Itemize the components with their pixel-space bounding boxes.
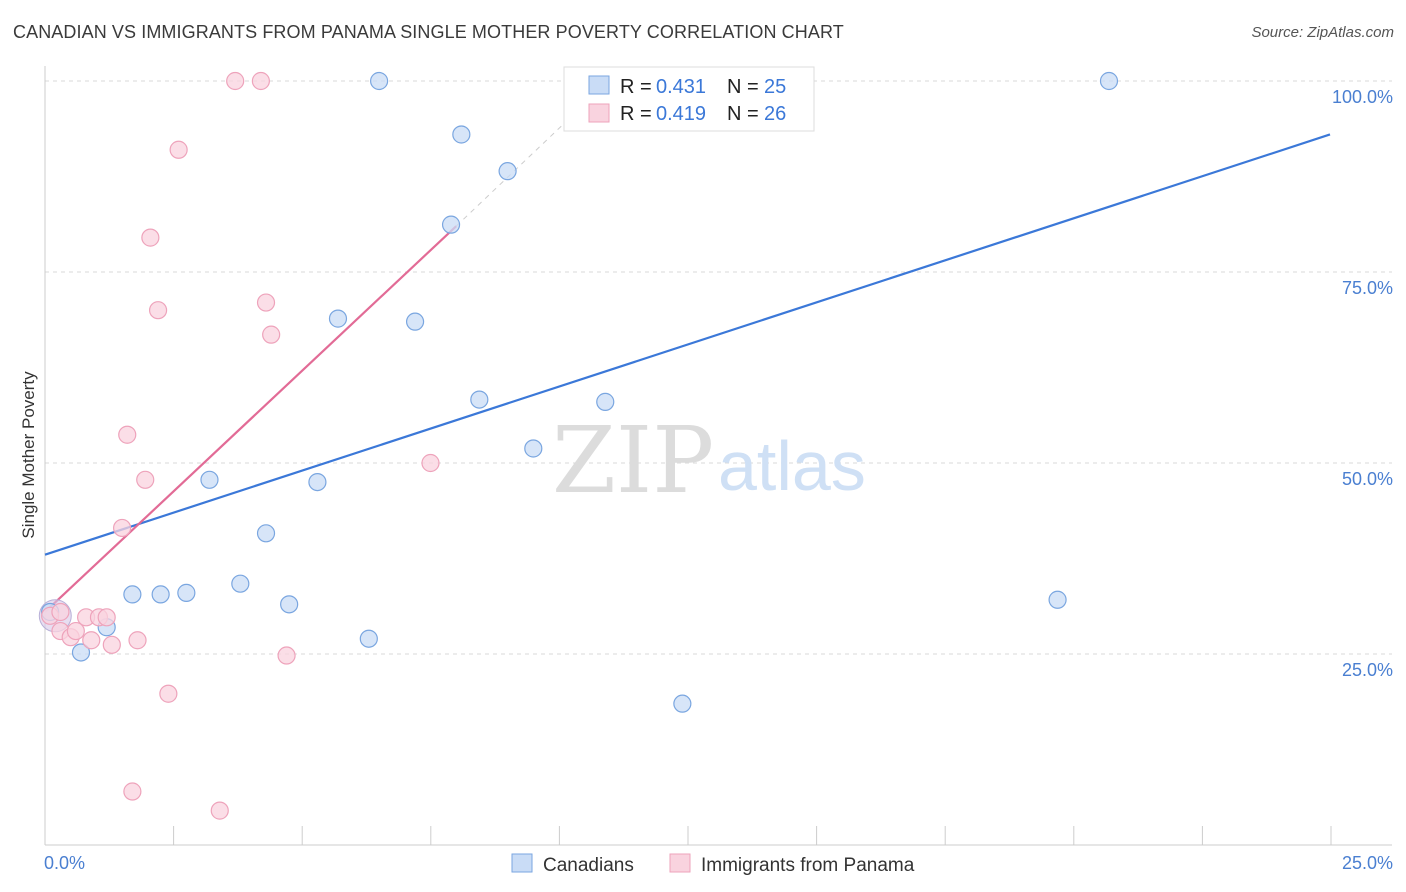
point-canadians <box>1048 590 1067 609</box>
source-credit: Source: ZipAtlas.com <box>1251 24 1394 41</box>
y-tick-label: 75.0% <box>1342 278 1393 298</box>
point-panama <box>123 782 142 801</box>
point-canadians <box>596 392 615 411</box>
legend-swatch-panama <box>588 103 610 123</box>
point-canadians <box>359 629 378 648</box>
point-panama <box>51 602 70 622</box>
watermark: ZIP atlas <box>552 407 866 514</box>
point-panama <box>421 453 440 473</box>
grid-lines <box>45 80 1392 655</box>
point-canadians <box>370 71 389 91</box>
point-canadians <box>498 162 517 181</box>
x-tick-label: 0.0% <box>44 853 85 873</box>
point-canadians <box>308 473 327 492</box>
trend-line-0 <box>44 133 1331 556</box>
point-canadians <box>524 439 543 458</box>
legend-n-value-2: 26 <box>764 103 786 125</box>
point-panama <box>210 801 229 820</box>
top-legend: R = 0.431 N = 25 R = 0.419 N = 26 <box>563 66 815 132</box>
point-canadians <box>177 583 196 602</box>
point-panama <box>226 71 245 91</box>
point-canadians <box>200 470 219 489</box>
y-axis-label: Single Mother Poverty <box>19 371 38 539</box>
point-panama <box>256 293 276 312</box>
bottom-swatch-canadians <box>511 853 533 873</box>
watermark-atlas: atlas <box>718 427 866 505</box>
legend-r-value-2: 0.419 <box>656 103 706 125</box>
legend-swatch-canadians <box>588 75 610 95</box>
legend-r-label-2: R = <box>620 103 652 125</box>
x-tick-labels: 0.0% 25.0% <box>44 853 1393 873</box>
point-canadians <box>405 312 425 331</box>
bottom-swatch-panama <box>669 853 691 873</box>
point-panama <box>118 425 137 444</box>
point-canadians <box>123 585 142 604</box>
point-canadians <box>231 574 250 593</box>
point-panama <box>128 631 147 650</box>
bottom-legend-panama: Immigrants from Panama <box>701 855 915 876</box>
y-tick-labels: 25.0% 50.0% 75.0% 100.0% <box>1332 87 1393 680</box>
data-points <box>38 71 1119 820</box>
point-panama <box>262 325 281 344</box>
legend-r-label-1: R = <box>620 76 652 98</box>
point-canadians <box>151 585 170 604</box>
y-tick-label: 100.0% <box>1332 87 1393 107</box>
point-canadians <box>280 595 299 614</box>
trend-lines <box>44 103 1331 613</box>
point-canadians <box>1099 71 1119 91</box>
y-tick-label: 50.0% <box>1342 469 1393 489</box>
point-canadians <box>328 309 348 328</box>
legend-n-value-1: 25 <box>764 76 786 98</box>
point-panama <box>169 140 188 159</box>
legend-n-label-2: N = <box>727 103 759 125</box>
point-panama <box>97 608 116 627</box>
point-panama <box>136 470 155 489</box>
point-panama <box>251 71 270 91</box>
point-panama <box>141 228 160 247</box>
y-tick-label: 25.0% <box>1342 660 1393 680</box>
legend-r-value-1: 0.431 <box>656 76 706 98</box>
point-panama <box>277 646 296 665</box>
point-canadians <box>452 125 471 144</box>
point-canadians <box>441 215 461 234</box>
point-panama <box>159 684 178 703</box>
bottom-legend: Canadians Immigrants from Panama <box>511 853 915 876</box>
x-tick-label: 25.0% <box>1342 853 1393 873</box>
legend-n-label-1: N = <box>727 76 759 98</box>
point-canadians <box>71 643 91 662</box>
point-canadians <box>673 694 692 713</box>
axes <box>44 66 1392 846</box>
watermark-zip: ZIP <box>552 407 714 514</box>
point-panama <box>66 621 85 641</box>
point-panama <box>102 635 121 654</box>
point-panama <box>112 518 132 538</box>
point-panama <box>148 301 168 320</box>
point-canadians <box>256 524 276 543</box>
chart-title: CANADIAN VS IMMIGRANTS FROM PANAMA SINGL… <box>13 22 844 42</box>
trend-line-1 <box>44 225 457 613</box>
point-panama <box>82 631 101 650</box>
bottom-legend-canadians: Canadians <box>543 855 634 876</box>
point-canadians <box>470 390 489 409</box>
